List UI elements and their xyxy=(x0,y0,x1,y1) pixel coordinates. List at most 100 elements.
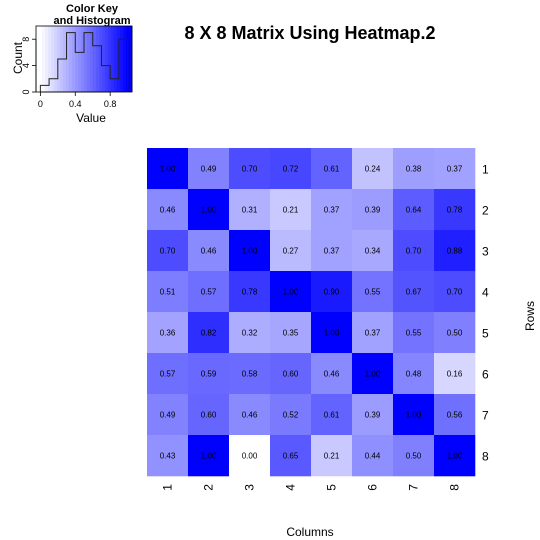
cell-value-label: 0.50 xyxy=(406,452,422,461)
color-key-swatch xyxy=(48,26,51,92)
cell-value-label: 0.78 xyxy=(447,206,463,215)
cell-value-label: 0.82 xyxy=(201,329,217,338)
color-key-x-tick-label: 0.4 xyxy=(69,99,82,109)
color-key-swatch xyxy=(69,26,72,92)
cell-value-label: 0.16 xyxy=(447,370,463,379)
cell-value-label: 0.56 xyxy=(447,411,463,420)
cell-value-label: 0.27 xyxy=(283,247,299,256)
cell-value-label: 0.43 xyxy=(160,452,176,461)
column-label: 7 xyxy=(407,484,421,491)
cell-value-label: 0.70 xyxy=(160,247,176,256)
cell-value-label: 0.46 xyxy=(201,247,217,256)
row-labels: 1 2 3 4 5 6 7 8 xyxy=(482,163,489,464)
cell-value-label: 0.48 xyxy=(406,370,422,379)
color-key-title-line-1: Color Key xyxy=(66,3,119,15)
y-axis-label: Rows xyxy=(523,301,537,331)
cell-value-label: 0.60 xyxy=(201,411,217,420)
color-key-swatch xyxy=(87,26,90,92)
row-label: 1 xyxy=(482,163,489,177)
cell-value-label: 0.44 xyxy=(365,452,381,461)
cell-value-label: 0.37 xyxy=(324,247,340,256)
chart-title: 8 X 8 Matrix Using Heatmap.2 xyxy=(184,23,435,43)
cell-value-label: 0.46 xyxy=(160,206,176,215)
cell-value-label: 1.00 xyxy=(201,452,217,461)
cell-value-label: 0.37 xyxy=(365,329,381,338)
x-axis-label: Columns xyxy=(286,525,333,539)
cell-value-label: 0.49 xyxy=(201,165,217,174)
color-key-swatch xyxy=(102,26,105,92)
column-label: 4 xyxy=(284,484,298,491)
cell-value-label: 0.34 xyxy=(365,247,381,256)
color-key-swatch xyxy=(54,26,57,92)
cell-value-label: 0.35 xyxy=(283,329,299,338)
cell-value-label: 0.78 xyxy=(242,288,258,297)
cell-value-label: 0.61 xyxy=(324,165,340,174)
color-key-swatch xyxy=(105,26,108,92)
color-key-swatch xyxy=(45,26,48,92)
color-key-swatch xyxy=(84,26,87,92)
cell-value-label: 1.00 xyxy=(324,329,340,338)
color-key-swatch xyxy=(78,26,81,92)
cell-value-label: 0.49 xyxy=(160,411,176,420)
cell-value-label: 0.38 xyxy=(406,165,422,174)
color-key-swatch xyxy=(120,26,123,92)
cell-value-label: 1.00 xyxy=(242,247,258,256)
color-key-title-line-2: and Histogram xyxy=(53,15,130,27)
cell-value-label: 0.37 xyxy=(447,165,463,174)
cell-value-label: 1.00 xyxy=(406,411,422,420)
cell-value-label: 0.46 xyxy=(242,411,258,420)
cell-value-label: 0.31 xyxy=(242,206,258,215)
cell-value-label: 0.50 xyxy=(447,329,463,338)
cell-value-label: 0.52 xyxy=(283,411,299,420)
row-label: 7 xyxy=(482,409,489,423)
color-key-x-tick-label: 0 xyxy=(38,99,43,109)
cell-value-label: 0.55 xyxy=(406,329,422,338)
cell-value-label: 1.00 xyxy=(283,288,299,297)
color-key-xlabel: Value xyxy=(76,111,106,125)
cell-value-label: 1.00 xyxy=(201,206,217,215)
color-key-swatch xyxy=(36,26,39,92)
color-key-swatch xyxy=(123,26,126,92)
cell-value-label: 0.37 xyxy=(324,206,340,215)
color-key-swatch xyxy=(51,26,54,92)
cell-value-label: 0.32 xyxy=(242,329,258,338)
cell-value-label: 0.60 xyxy=(283,370,299,379)
row-label: 8 xyxy=(482,450,489,464)
cell-value-label: 0.39 xyxy=(365,411,381,420)
cell-value-label: 0.36 xyxy=(160,329,176,338)
column-labels: 12345678 xyxy=(161,484,462,491)
column-label: 5 xyxy=(325,484,339,491)
color-key-histogram: Color Key and Histogram 0 0.4 0.8048 Value… xyxy=(11,3,132,125)
cell-value-label: 0.55 xyxy=(365,288,381,297)
row-label: 6 xyxy=(482,368,489,382)
cell-value-label: 0.58 xyxy=(242,370,258,379)
cell-value-label: 0.24 xyxy=(365,165,381,174)
cell-value-label: 0.46 xyxy=(324,370,340,379)
cell-value-label: 0.70 xyxy=(406,247,422,256)
cell-value-label: 0.51 xyxy=(160,288,176,297)
cell-value-label: 0.88 xyxy=(447,247,463,256)
cell-value-label: 0.39 xyxy=(365,206,381,215)
cell-value-label: 0.21 xyxy=(283,206,299,215)
color-key-ylabel: Count xyxy=(11,41,25,74)
cell-value-label: 0.70 xyxy=(242,165,258,174)
row-label: 3 xyxy=(482,245,489,259)
cell-value-label: 0.21 xyxy=(324,452,340,461)
column-label: 3 xyxy=(243,484,257,491)
column-label: 8 xyxy=(448,484,462,491)
color-key-y-tick-label: 0 xyxy=(21,89,31,94)
row-label: 4 xyxy=(482,286,489,300)
cell-value-label: 0.72 xyxy=(283,165,299,174)
cell-value-label: 1.00 xyxy=(447,452,463,461)
color-key-swatch xyxy=(108,26,111,92)
cell-value-label: 0.57 xyxy=(201,288,217,297)
color-key-x-tick-label: 0.8 xyxy=(104,99,117,109)
cell-value-label: 0.57 xyxy=(160,370,176,379)
color-key-swatch xyxy=(96,26,99,92)
column-label: 2 xyxy=(202,484,216,491)
color-key-y-tick-label: 8 xyxy=(21,37,31,42)
cell-value-label: 0.90 xyxy=(324,288,340,297)
row-label: 2 xyxy=(482,204,489,218)
cell-value-label: 0.64 xyxy=(406,206,422,215)
